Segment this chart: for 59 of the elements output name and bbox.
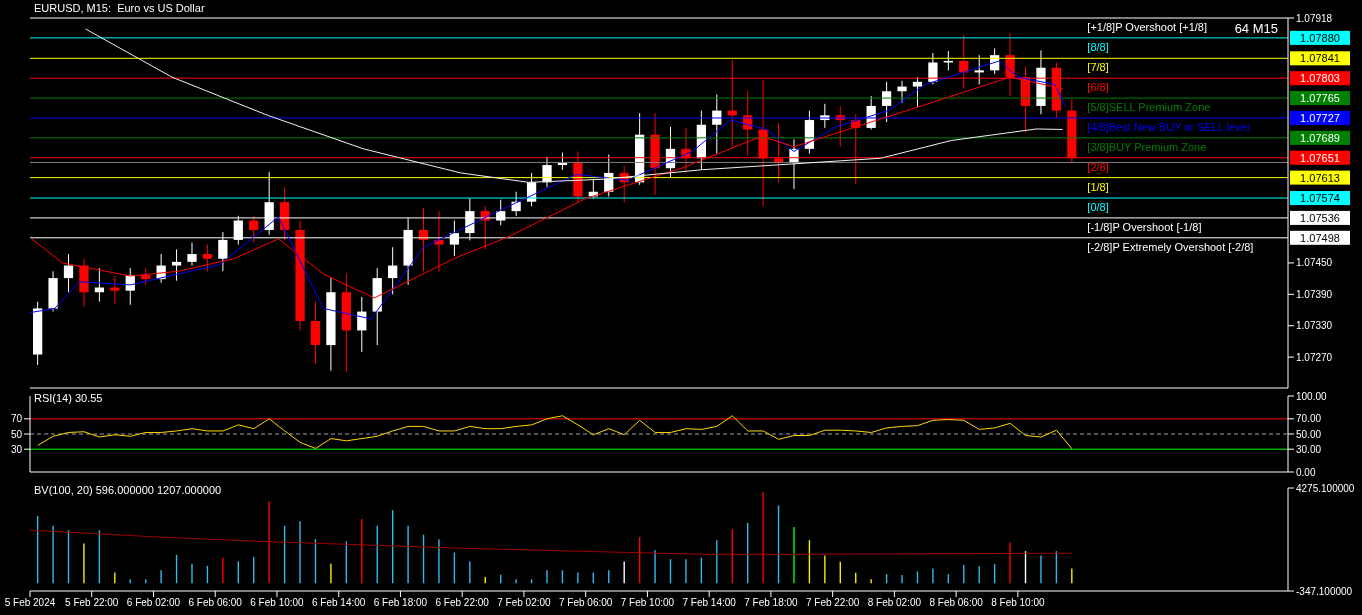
y2-tick-label: 50.00 — [1296, 428, 1322, 440]
ref-line-label: 1.07651 — [1300, 151, 1340, 164]
ref-line-label: 1.07803 — [1300, 72, 1340, 85]
ref-line-label: 1.07880 — [1300, 31, 1340, 44]
x-tick-label: 8 Feb 10:00 — [991, 597, 1045, 609]
y2-tick-label: 70.00 — [1296, 413, 1322, 425]
y-tick-label: 4275.100000 — [1296, 482, 1355, 494]
x-tick-label: 8 Feb 02:00 — [867, 597, 922, 609]
y-tick-label: -347.100000 — [1296, 585, 1353, 597]
annotation: [7/8] — [1087, 61, 1109, 74]
annotation: [8/8] — [1087, 40, 1109, 53]
annotation: [-1/8]P Overshoot [-1/8] — [1087, 220, 1202, 233]
ref-line-label: 1.07574 — [1300, 192, 1340, 205]
annotation: 64 M15 — [1234, 21, 1278, 36]
annotation: [+1/8]P Overshoot [+1/8] — [1087, 21, 1207, 33]
x-tick-label: 6 Feb 06:00 — [188, 597, 243, 609]
y-tick-label: 50 — [10, 428, 23, 440]
x-tick-label: 7 Feb 14:00 — [682, 597, 737, 609]
chart-title: RSI(14) 30.55 — [34, 392, 103, 404]
y-tick-label: 70 — [10, 413, 23, 425]
annotation: [5/8]SELL Premium Zone — [1087, 101, 1211, 114]
ref-line-label: 1.07765 — [1300, 92, 1340, 105]
y2-tick-label: 0.00 — [1296, 466, 1316, 478]
x-tick-label: 6 Feb 22:00 — [435, 597, 490, 609]
x-tick-label: 7 Feb 22:00 — [805, 597, 860, 609]
ref-line-label: 1.07613 — [1300, 171, 1340, 184]
x-tick-label: 6 Feb 18:00 — [373, 597, 428, 609]
y-tick-label: 1.07390 — [1296, 288, 1333, 300]
x-tick-label: 7 Feb 06:00 — [558, 597, 613, 609]
y-tick-label: 1.07918 — [1296, 12, 1333, 24]
x-tick-label: 7 Feb 18:00 — [744, 597, 799, 609]
annotation: [6/8] — [1087, 81, 1109, 94]
annotation: [-2/8]P Extremely Overshoot [-2/8] — [1087, 240, 1254, 253]
annotation: [3/8]BUY Premium Zone — [1087, 140, 1207, 153]
x-tick-label: 7 Feb 02:00 — [497, 597, 552, 609]
x-tick-label: 5 Feb 2024 — [4, 597, 56, 609]
y2-tick-label: 30.00 — [1296, 443, 1322, 455]
x-tick-label: 6 Feb 10:00 — [250, 597, 305, 609]
annotation: [0/8] — [1087, 201, 1109, 214]
annotation: [1/8] — [1087, 180, 1109, 193]
x-tick-label: 7 Feb 10:00 — [620, 597, 675, 609]
x-tick-label: 6 Feb 02:00 — [126, 597, 181, 609]
y2-tick-label: 100.00 — [1296, 390, 1328, 402]
ref-line-label: 1.07841 — [1300, 52, 1340, 65]
y-tick-label: 1.07450 — [1296, 257, 1333, 269]
annotation: [2/8] — [1087, 160, 1109, 173]
x-tick-label: 8 Feb 06:00 — [929, 597, 984, 609]
ref-line-label: 1.07689 — [1300, 131, 1340, 144]
annotation: [4/8]Best New BUY or SELL level — [1087, 120, 1250, 133]
ref-line-label: 1.07536 — [1300, 211, 1340, 224]
y-tick-label: 1.07270 — [1296, 351, 1333, 363]
chart-title: BV(100, 20) 596.000000 1207.000000 — [34, 484, 222, 496]
y-tick-label: 1.07330 — [1296, 320, 1333, 332]
ref-line-label: 1.07498 — [1300, 231, 1340, 244]
x-tick-label: 5 Feb 22:00 — [65, 597, 119, 609]
y-tick-label: 30 — [10, 443, 23, 455]
x-tick-label: 6 Feb 14:00 — [312, 597, 366, 609]
chart-title: EURUSD, M15: Euro vs US Dollar — [34, 2, 205, 14]
ref-line-label: 1.07727 — [1300, 111, 1340, 124]
